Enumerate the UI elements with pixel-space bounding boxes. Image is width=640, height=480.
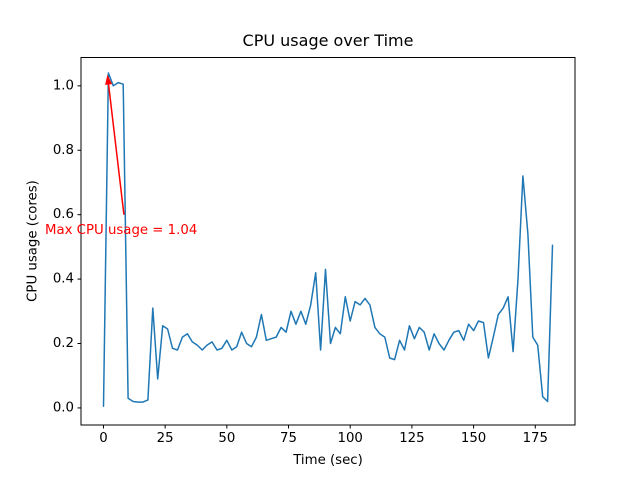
x-tick-label: 100 <box>338 431 363 446</box>
annotation-arrow-head <box>105 74 113 85</box>
annotation-arrow-shaft <box>107 84 125 215</box>
x-tick-label: 25 <box>157 431 174 446</box>
x-tick-label: 125 <box>399 431 424 446</box>
axes-spines <box>80 57 576 426</box>
y-tick-label: 0.0 <box>53 400 74 415</box>
y-tick-label: 0.6 <box>53 207 74 222</box>
x-axis-label: Time (sec) <box>293 453 363 468</box>
y-tick-label: 0.8 <box>53 143 74 158</box>
max-cpu-annotation-text: Max CPU usage = 1.04 <box>44 222 198 238</box>
y-tick-label: 0.4 <box>53 272 74 287</box>
cpu-usage-line <box>102 72 554 408</box>
y-tick-label: 0.2 <box>53 336 74 351</box>
y-tick-label: 1.0 <box>53 78 74 93</box>
x-tick-label: 50 <box>218 431 235 446</box>
x-tick-label: 175 <box>523 431 548 446</box>
y-axis-label: CPU usage (cores) <box>25 180 41 302</box>
x-tick-label: 0 <box>99 431 107 446</box>
x-tick-label: 75 <box>280 431 297 446</box>
x-tick-label: 150 <box>461 431 486 446</box>
chart-title: CPU usage over Time <box>242 31 414 50</box>
